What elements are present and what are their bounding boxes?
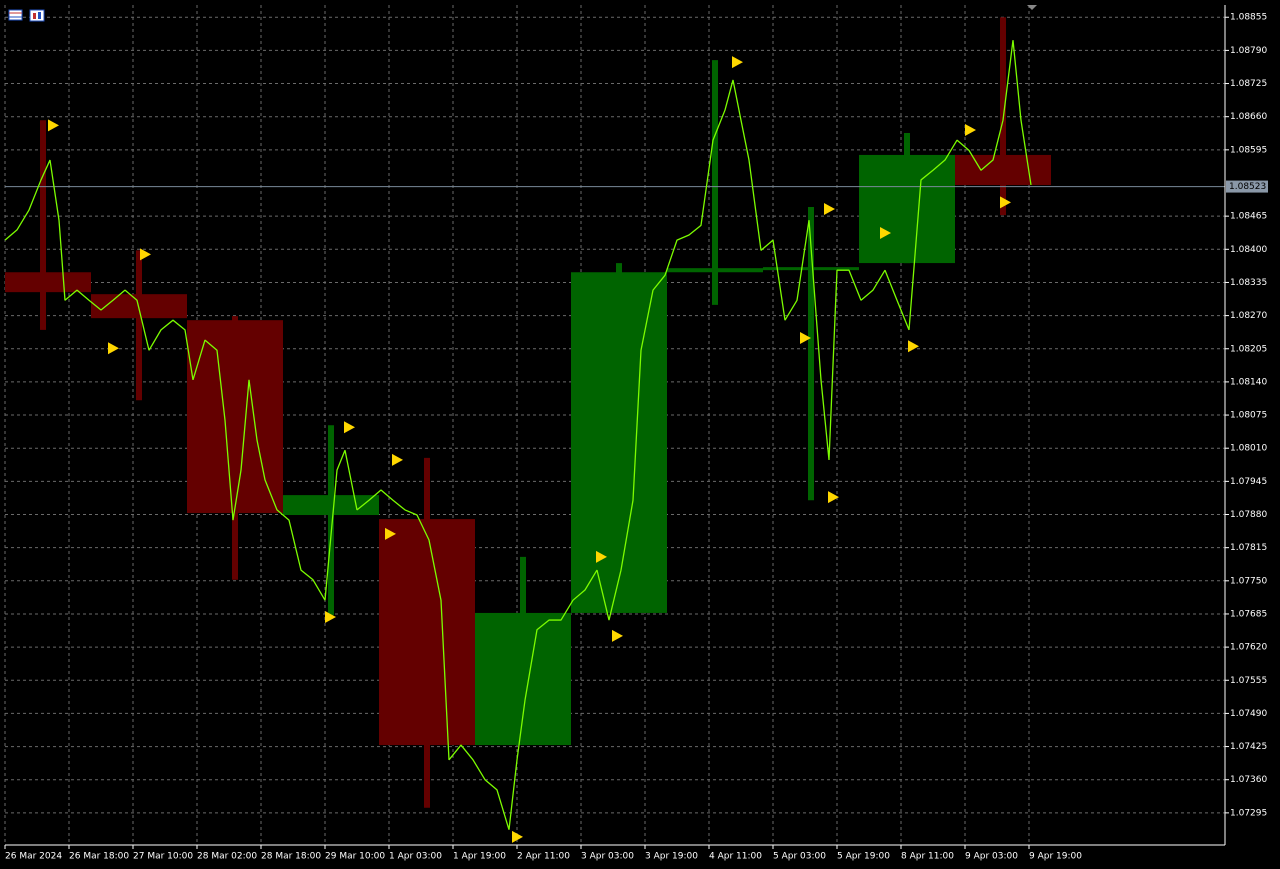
y-tick-label: 1.07880: [1230, 510, 1267, 520]
x-tick-label: 8 Apr 11:00: [901, 852, 954, 862]
x-tick-label: 29 Mar 10:00: [325, 852, 385, 862]
signal-marker: [344, 421, 355, 434]
toolbar-icons[interactable]: [8, 9, 45, 22]
current-price-box: [1226, 180, 1268, 193]
y-tick-label: 1.08010: [1230, 444, 1267, 454]
y-tick-label: 1.08140: [1230, 377, 1267, 387]
y-tick-label: 1.07815: [1230, 543, 1267, 553]
y-tick-label: 1.07425: [1230, 742, 1267, 752]
signal-marker: [908, 340, 919, 353]
y-tick-label: 1.08855: [1230, 13, 1267, 23]
x-tick-label: 5 Apr 03:00: [773, 852, 826, 862]
candle-body: [379, 519, 475, 746]
candle-body: [187, 320, 283, 513]
x-tick-label: 3 Apr 03:00: [581, 852, 634, 862]
y-tick-label: 1.08725: [1230, 79, 1267, 89]
x-tick-label: 28 Mar 18:00: [261, 852, 321, 862]
y-tick-label: 1.08660: [1230, 112, 1267, 122]
signal-marker: [965, 123, 976, 136]
y-tick-label: 1.07360: [1230, 775, 1267, 785]
icon-table[interactable]: [8, 9, 23, 21]
signal-marker: [140, 248, 151, 261]
y-tick-label: 1.07555: [1230, 676, 1267, 686]
x-tick-label: 5 Apr 19:00: [837, 852, 890, 862]
candle-body: [763, 267, 859, 271]
signal-marker: [824, 203, 835, 216]
x-tick-label: 1 Apr 03:00: [389, 852, 442, 862]
signal-marker: [1000, 196, 1011, 209]
x-tick-label: 9 Apr 19:00: [1029, 852, 1082, 862]
candle-body: [475, 612, 571, 746]
signal-marker: [880, 226, 891, 239]
signal-marker: [385, 527, 396, 540]
price-line: [5, 40, 1032, 830]
y-tick-label: 1.08400: [1230, 245, 1267, 255]
signal-marker: [800, 332, 811, 345]
signal-marker: [732, 56, 743, 69]
y-tick-label: 1.08075: [1230, 411, 1267, 421]
current-price-label: 1.08523: [1229, 182, 1266, 192]
x-tick-label: 9 Apr 03:00: [965, 852, 1018, 862]
icon-chart[interactable]: [29, 9, 45, 22]
y-tick-label: 1.08270: [1230, 311, 1267, 321]
x-tick-label: 3 Apr 19:00: [645, 852, 698, 862]
x-tick-label: 27 Mar 10:00: [133, 852, 193, 862]
x-tick-label: 26 Mar 18:00: [69, 852, 129, 862]
y-tick-label: 1.08335: [1230, 278, 1267, 288]
y-tick-label: 1.08595: [1230, 145, 1267, 155]
signal-marker: [392, 453, 403, 466]
axes: 1.08855 1.08790 1.08725 1.08660 1.08595 1.084…: [4, 13, 1268, 862]
plot-area: [5, 17, 1225, 843]
candle-body: [859, 154, 955, 264]
candle-body: [667, 268, 763, 273]
signal-marker: [828, 491, 839, 504]
signal-marker: [612, 629, 623, 642]
icon-chart-bar: [38, 12, 41, 19]
candle-body: [5, 272, 91, 293]
y-tick-label: 1.07945: [1230, 477, 1267, 487]
icon-chart-bar: [33, 13, 36, 19]
candle-body: [571, 272, 667, 613]
y-tick-label: 1.07685: [1230, 609, 1267, 619]
signal-marker: [325, 611, 336, 624]
x-tick-label: 1 Apr 19:00: [453, 852, 506, 862]
signal-marker: [596, 550, 607, 563]
signal-marker: [108, 342, 119, 355]
x-tick-label: 4 Apr 11:00: [709, 852, 762, 862]
x-tick-label: 28 Mar 02:00: [197, 852, 257, 862]
y-tick-label: 1.08465: [1230, 212, 1267, 222]
y-tick-label: 1.08790: [1230, 46, 1267, 56]
candle-body: [955, 154, 1051, 186]
y-tick-label: 1.07620: [1230, 643, 1267, 653]
x-tick-label: 26 Mar 2024: [5, 852, 62, 862]
shift-marker: [1027, 5, 1037, 10]
candle-body: [283, 495, 379, 516]
y-tick-label: 1.08205: [1230, 344, 1267, 354]
signal-marker: [512, 830, 523, 843]
y-tick-label: 1.07490: [1230, 709, 1267, 719]
y-tick-label: 1.07750: [1230, 576, 1267, 586]
signal-marker: [48, 119, 59, 132]
x-tick-label: 2 Apr 11:00: [517, 852, 570, 862]
y-tick-label: 1.07295: [1230, 808, 1267, 818]
